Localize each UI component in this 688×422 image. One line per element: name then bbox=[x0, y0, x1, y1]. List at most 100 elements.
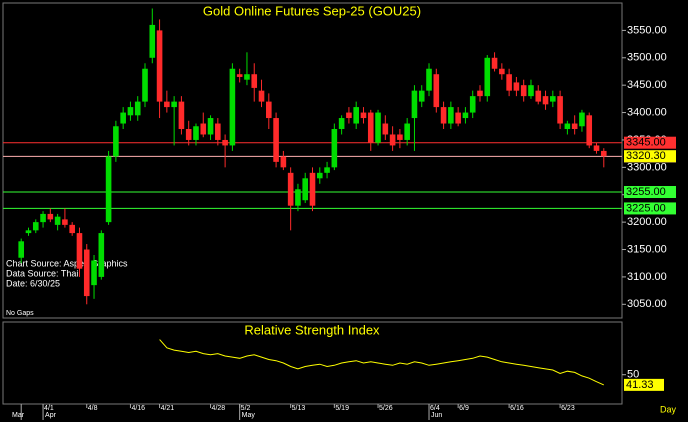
month-label: Jun bbox=[431, 412, 442, 419]
candle-body bbox=[375, 112, 381, 143]
rsi-last-box bbox=[624, 378, 664, 391]
candle-body bbox=[83, 249, 90, 297]
rsi-title: Relative Strength Index bbox=[244, 322, 380, 337]
candle-body bbox=[462, 112, 469, 119]
level-label-box bbox=[624, 202, 676, 215]
candle-body bbox=[550, 96, 556, 102]
candle-body bbox=[433, 74, 440, 108]
candle-body bbox=[302, 178, 309, 201]
candle-body bbox=[331, 129, 338, 168]
candle-body bbox=[207, 118, 214, 135]
candle-body bbox=[69, 224, 75, 234]
candle-body bbox=[455, 112, 461, 124]
candle-body bbox=[251, 74, 258, 88]
candle-body bbox=[105, 156, 112, 223]
candle-body bbox=[346, 112, 352, 119]
x-tick-label: 5/13 bbox=[292, 405, 306, 412]
annotation: Date: 6/30/25 bbox=[6, 278, 60, 288]
candle-body bbox=[47, 213, 54, 220]
candle-body bbox=[127, 107, 134, 116]
rsi-panel bbox=[2, 321, 623, 405]
candle-body bbox=[178, 101, 185, 129]
candle-body bbox=[309, 172, 316, 206]
candle-body bbox=[469, 96, 476, 113]
candle-body bbox=[418, 90, 425, 102]
candle-body bbox=[171, 101, 177, 108]
x-tick-label: 6/23 bbox=[561, 405, 575, 412]
candle-body bbox=[513, 82, 520, 91]
y-tick-label: 3200.00 bbox=[627, 216, 667, 228]
x-tick-label: 4/8 bbox=[88, 405, 98, 412]
y-tick-label: 3500.00 bbox=[627, 52, 667, 64]
candle-body bbox=[564, 123, 571, 129]
candle-body bbox=[244, 74, 250, 80]
candle-body bbox=[273, 118, 279, 162]
candle-body bbox=[193, 126, 199, 140]
x-tick-label: 6/4 bbox=[430, 405, 440, 412]
candle-body bbox=[200, 123, 207, 135]
x-tick-label: 6/9 bbox=[459, 405, 469, 412]
candle-body bbox=[156, 30, 163, 102]
candle-body bbox=[528, 85, 534, 97]
gap-note: No Gaps bbox=[6, 310, 34, 317]
candle-body bbox=[32, 222, 39, 231]
candle-body bbox=[491, 57, 498, 69]
candle-body bbox=[258, 90, 265, 102]
month-label: May bbox=[242, 412, 256, 419]
candle-body bbox=[477, 90, 483, 97]
month-label: Mar bbox=[12, 412, 25, 419]
annotation: Data Source: Thai bbox=[6, 268, 78, 278]
candle-body bbox=[506, 74, 512, 91]
candle-body bbox=[338, 118, 345, 129]
candle-body bbox=[134, 101, 141, 116]
last-price-box bbox=[624, 150, 676, 163]
candle-body bbox=[40, 213, 46, 223]
candle-body bbox=[571, 123, 578, 129]
level-label: 3225.00 bbox=[626, 202, 666, 214]
candle-body bbox=[404, 123, 410, 140]
level-label: 3345.00 bbox=[626, 137, 666, 149]
level-label-box bbox=[624, 186, 676, 198]
x-tick-label: 4/1 bbox=[44, 405, 54, 412]
candle-body bbox=[185, 129, 192, 140]
level-label-box bbox=[624, 136, 676, 149]
candle-body bbox=[586, 115, 593, 146]
candle-body bbox=[287, 172, 294, 206]
candle-body bbox=[535, 90, 542, 102]
candle-body bbox=[440, 107, 447, 124]
candle-body bbox=[367, 112, 374, 143]
candle-body bbox=[149, 24, 156, 58]
candle-body bbox=[266, 101, 272, 119]
y-tick-label: 3400.00 bbox=[627, 106, 667, 118]
candle-body bbox=[593, 145, 600, 151]
rsi-last-label: 41.33 bbox=[626, 379, 654, 391]
candle-body bbox=[164, 101, 170, 108]
y-tick-label: 3150.00 bbox=[627, 243, 667, 255]
y-tick-label: 3450.00 bbox=[627, 79, 667, 91]
y-tick-label: 3100.00 bbox=[627, 271, 667, 283]
candle-body bbox=[18, 241, 25, 258]
candle-body bbox=[236, 74, 243, 77]
rsi-line bbox=[159, 339, 605, 386]
candle-body bbox=[229, 68, 236, 146]
candle-body bbox=[120, 112, 126, 124]
month-label: Apr bbox=[45, 412, 57, 419]
candle-body bbox=[91, 260, 97, 286]
candle-body bbox=[215, 123, 221, 140]
annotation: Chart Source: Aspen Graphics bbox=[6, 258, 128, 268]
x-tick-label: 4/21 bbox=[161, 405, 175, 412]
x-tick-label: 4/16 bbox=[131, 405, 145, 412]
candle-body bbox=[397, 134, 403, 140]
candle-body bbox=[484, 57, 491, 97]
level-label: 3255.00 bbox=[626, 186, 666, 198]
y-tick-label: 3050.00 bbox=[627, 298, 667, 310]
candle-body bbox=[76, 233, 83, 269]
x-tick-label: 5/2 bbox=[241, 405, 251, 412]
candle-body bbox=[62, 219, 68, 225]
candle-body bbox=[98, 233, 105, 277]
candle-body bbox=[222, 139, 228, 146]
candle-body bbox=[448, 107, 454, 124]
